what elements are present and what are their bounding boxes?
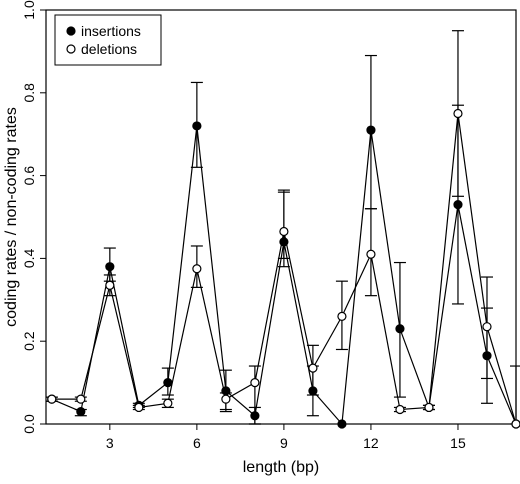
legend-box	[54, 14, 162, 66]
y-tick-label: 1.0	[21, 0, 37, 20]
insertions-point	[366, 125, 376, 135]
deletions-point	[221, 394, 231, 404]
deletions-point	[453, 108, 463, 119]
deletions-point	[47, 394, 57, 404]
deletions-point	[511, 419, 520, 429]
series-deletions	[45, 30, 520, 429]
insertions-point	[337, 419, 347, 429]
y-tick-label: 0.6	[21, 166, 37, 186]
insertions-point	[453, 199, 463, 210]
y-axis-label: coding rates / non-coding rates	[3, 107, 20, 327]
deletions-point	[366, 249, 376, 259]
deletions-point	[308, 363, 318, 373]
series-insertions	[45, 54, 520, 429]
y-tick-label: 0.4	[21, 248, 37, 268]
deletions-point	[250, 378, 260, 388]
insertions-point	[192, 121, 202, 131]
legend-marker-insertions	[66, 26, 76, 36]
deletions-point	[163, 398, 173, 408]
deletions-point	[279, 226, 289, 237]
insertions-point	[105, 262, 115, 272]
x-axis-label: length (bp)	[243, 459, 320, 476]
insertions-point	[76, 406, 86, 417]
series-layer	[45, 30, 520, 429]
x-tick-label: 9	[280, 435, 288, 451]
legend: insertions deletions	[54, 14, 162, 66]
insertions-point	[163, 378, 173, 388]
y-tick-label: 0.8	[21, 83, 37, 103]
legend-label-deletions: deletions	[81, 41, 137, 57]
x-tick-label: 12	[363, 435, 379, 451]
deletions-point	[76, 394, 86, 404]
x-tick-label: 15	[450, 435, 466, 451]
insertions-line	[51, 125, 517, 426]
deletions-point	[192, 264, 202, 274]
deletions-line	[51, 113, 517, 425]
y-tick-label: 0.0	[21, 414, 37, 434]
legend-label-insertions: insertions	[81, 23, 141, 39]
y-tick-label: 0.2	[21, 331, 37, 351]
plot-frame	[45, 9, 517, 425]
deletions-point	[134, 402, 144, 413]
deletions-point	[482, 322, 492, 332]
deletions-point	[105, 280, 115, 290]
x-tick-label: 3	[106, 435, 114, 451]
deletions-point	[337, 311, 347, 321]
legend-marker-deletions	[66, 44, 76, 54]
deletions-point	[395, 404, 405, 415]
axes: 3 6 9 12 15 0.0 0.2 0.4 0.6 0.8 1.0	[21, 0, 466, 451]
insertions-point	[395, 324, 405, 334]
x-tick-label: 6	[193, 435, 201, 451]
deletions-point	[424, 402, 434, 413]
